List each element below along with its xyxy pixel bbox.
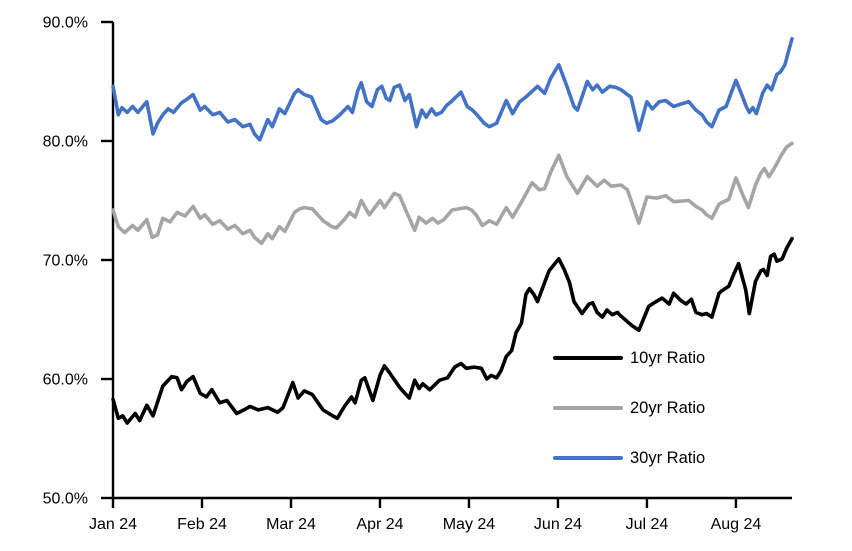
legend-item-20yr: 20yr Ratio bbox=[553, 398, 705, 418]
x-axis-tick-label: Jun 24 bbox=[534, 516, 582, 533]
x-axis-tick-label: May 24 bbox=[443, 516, 496, 533]
x-axis-tick-label: Mar 24 bbox=[266, 516, 316, 533]
x-axis-tick-label: Feb 24 bbox=[177, 516, 227, 533]
legend-line-20yr-icon bbox=[553, 406, 623, 410]
y-axis-tick-label: 80.0% bbox=[43, 134, 88, 151]
legend-label-10yr: 10yr Ratio bbox=[630, 348, 706, 367]
y-axis-tick-label: 60.0% bbox=[43, 372, 88, 389]
series-line-20yr bbox=[111, 141, 794, 246]
legend-item-10yr: 10yr Ratio bbox=[553, 348, 705, 368]
x-axis-tick-label: Aug 24 bbox=[711, 516, 762, 533]
y-axis-tick-label: 50.0% bbox=[43, 491, 88, 508]
x-axis-tick-label: Apr 24 bbox=[356, 516, 403, 533]
y-axis-tick-label: 70.0% bbox=[43, 253, 88, 270]
series-line-30yr bbox=[111, 36, 794, 142]
legend-label-20yr: 20yr Ratio bbox=[630, 398, 706, 417]
legend-label-30yr: 30yr Ratio bbox=[630, 448, 706, 467]
legend-line-30yr-icon bbox=[553, 456, 623, 460]
x-axis-tick-label: Jul 24 bbox=[626, 516, 669, 533]
legend-item-30yr: 30yr Ratio bbox=[553, 448, 705, 468]
series-line-10yr bbox=[111, 236, 794, 425]
x-axis-tick-label: Jan 24 bbox=[89, 516, 137, 533]
y-axis-tick-label: 90.0% bbox=[43, 15, 88, 32]
legend-line-10yr-icon bbox=[553, 356, 623, 360]
